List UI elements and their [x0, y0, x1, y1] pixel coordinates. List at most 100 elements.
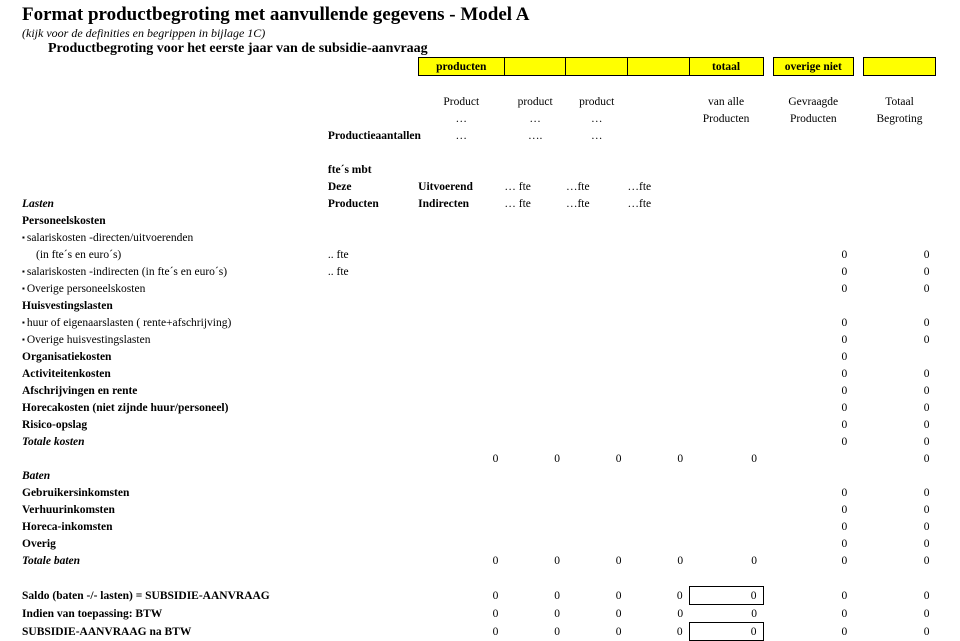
val-z25: 0: [864, 501, 936, 518]
row-gebruikersinkomsten: Gebruikersinkomsten 0 0: [22, 484, 936, 501]
val-z17: 0: [864, 399, 936, 416]
val-z7: 0: [773, 314, 853, 331]
hdr-overige: overige niet: [773, 58, 853, 76]
val-i2: …fte: [566, 195, 628, 212]
hdr-Product: Product: [418, 93, 504, 110]
lbl-huisvestingslasten: Huisvestingslasten: [22, 297, 328, 314]
hdr-begroting: Begroting: [864, 110, 936, 127]
val-z19: 0: [864, 416, 936, 433]
lbl-saldo: Saldo (baten -/- lasten) = SUBSIDIE-AANV…: [22, 587, 328, 605]
budget-table: producten totaal overige niet Product pr…: [22, 57, 936, 641]
val-z6: 0: [864, 280, 936, 297]
lbl-subsidie-na-btw: SUBSIDIE-AANVRAAG na BTW: [22, 623, 328, 641]
hdr-dots2: …: [504, 110, 566, 127]
val-z8: 0: [864, 314, 936, 331]
row-fte-mbt: fte´s mbt: [22, 161, 936, 178]
val-s-c8: 0: [773, 587, 853, 605]
val-z21: 0: [864, 433, 936, 450]
hdr-producten3: Producten: [773, 110, 853, 127]
val-n-c3: 0: [504, 623, 566, 641]
lbl-lasten: Lasten: [22, 195, 328, 212]
val-z11: 0: [773, 348, 853, 365]
row-saldo: Saldo (baten -/- lasten) = SUBSIDIE-AANV…: [22, 587, 936, 605]
val-b-c2: 0: [418, 605, 504, 623]
row-salaris-indirect: salariskosten -indirecten (in fte´s en e…: [22, 263, 936, 280]
val-pa3: …: [566, 127, 628, 144]
val-n-c8: 0: [773, 623, 853, 641]
lbl-producten-b: Producten: [328, 195, 418, 212]
hdr-blank1: [504, 58, 566, 76]
val-z22: 0: [773, 484, 853, 501]
section-heading: Productbegroting voor het eerste jaar va…: [22, 41, 942, 57]
val-z28: 0: [773, 535, 853, 552]
val-b-c6: 0: [689, 605, 763, 623]
val-n-c10: 0: [864, 623, 936, 641]
val-z23: 0: [864, 484, 936, 501]
val-z26: 0: [773, 518, 853, 535]
row-overige-pers: Overige personeelskosten 0 0: [22, 280, 936, 297]
val-z2: 0: [864, 246, 936, 263]
val-dotfte1: .. fte: [328, 246, 418, 263]
lbl-uitvoerend: Uitvoerend: [418, 178, 504, 195]
val-b-c5: 0: [628, 605, 690, 623]
val-z3: 0: [773, 263, 853, 280]
row-totale-kosten-1: Totale kosten 0 0: [22, 433, 936, 450]
lbl-indirecten: Indirecten: [418, 195, 504, 212]
val-u2: …fte: [566, 178, 628, 195]
hdr-product1: product: [504, 93, 566, 110]
val-b-c4: 0: [566, 605, 628, 623]
hdr-totaal: totaal: [689, 58, 763, 76]
lbl-btw: Indien van toepassing: BTW: [22, 605, 328, 623]
hdr-totaal2: Totaal: [864, 93, 936, 110]
val-z18: 0: [773, 416, 853, 433]
val-z27: 0: [864, 518, 936, 535]
val-tb-c2: 0: [418, 552, 504, 569]
val-pa1: …: [418, 127, 504, 144]
val-tb-c4: 0: [566, 552, 628, 569]
header-row-2: Product product product van alle Gevraag…: [22, 93, 936, 110]
row-afschrijvingen: Afschrijvingen en rente 0 0: [22, 382, 936, 399]
row-deze: Deze Uitvoerend … fte …fte …fte: [22, 178, 936, 195]
hdr-blank3: [628, 58, 690, 76]
val-z10: 0: [864, 331, 936, 348]
val-tb-c5: 0: [628, 552, 690, 569]
val-b-c8: 0: [773, 605, 853, 623]
lbl-baten: Baten: [22, 467, 328, 484]
row-productieaantallen: Productieaantallen … …. …: [22, 127, 936, 144]
header-row-1: producten totaal overige niet: [22, 58, 936, 76]
val-n-c2: 0: [418, 623, 504, 641]
page-container: Format productbegroting met aanvullende …: [0, 0, 960, 621]
row-btw: Indien van toepassing: BTW 0 0 0 0 0 0 0: [22, 605, 936, 623]
hdr-gevraagde: Gevraagde: [773, 93, 853, 110]
val-z16: 0: [773, 399, 853, 416]
lbl-overige-huisv: Overige huisvestingslasten: [22, 331, 328, 348]
row-lasten: Lasten Producten Indirecten … fte …fte ……: [22, 195, 936, 212]
lbl-productieaantallen: Productieaantallen: [328, 127, 418, 144]
lbl-overige-pers: Overige personeelskosten: [22, 280, 328, 297]
lbl-horecakosten: Horecakosten (niet zijnde huur/personeel…: [22, 399, 328, 416]
lbl-deze: Deze: [328, 178, 418, 195]
val-z13: 0: [864, 365, 936, 382]
val-z24: 0: [773, 501, 853, 518]
val-z14: 0: [773, 382, 853, 399]
row-overige-huisv: Overige huisvestingslasten 0 0: [22, 331, 936, 348]
val-i3: …fte: [628, 195, 690, 212]
val-tk-c3: 0: [504, 450, 566, 467]
val-tk-c10: 0: [864, 450, 936, 467]
hdr-product2: product: [566, 93, 628, 110]
val-s-c6: 0: [689, 587, 763, 605]
lbl-in-fte: (in fte´s en euro´s): [22, 246, 328, 263]
val-n-c4: 0: [566, 623, 628, 641]
val-dotfte2: .. fte: [328, 263, 418, 280]
val-s-c2: 0: [418, 587, 504, 605]
lbl-gebruikersinkomsten: Gebruikersinkomsten: [22, 484, 328, 501]
lbl-overig: Overig: [22, 535, 328, 552]
val-tb-c10: 0: [864, 552, 936, 569]
val-s-c5: 0: [628, 587, 690, 605]
val-tk-c5: 0: [628, 450, 690, 467]
hdr-producten: producten: [418, 58, 504, 76]
row-horecakosten: Horecakosten (niet zijnde huur/personeel…: [22, 399, 936, 416]
lbl-huur: huur of eigenaarslasten ( rente+afschrij…: [22, 314, 328, 331]
lbl-risico: Risico-opslag: [22, 416, 328, 433]
hdr-dots1: …: [418, 110, 504, 127]
